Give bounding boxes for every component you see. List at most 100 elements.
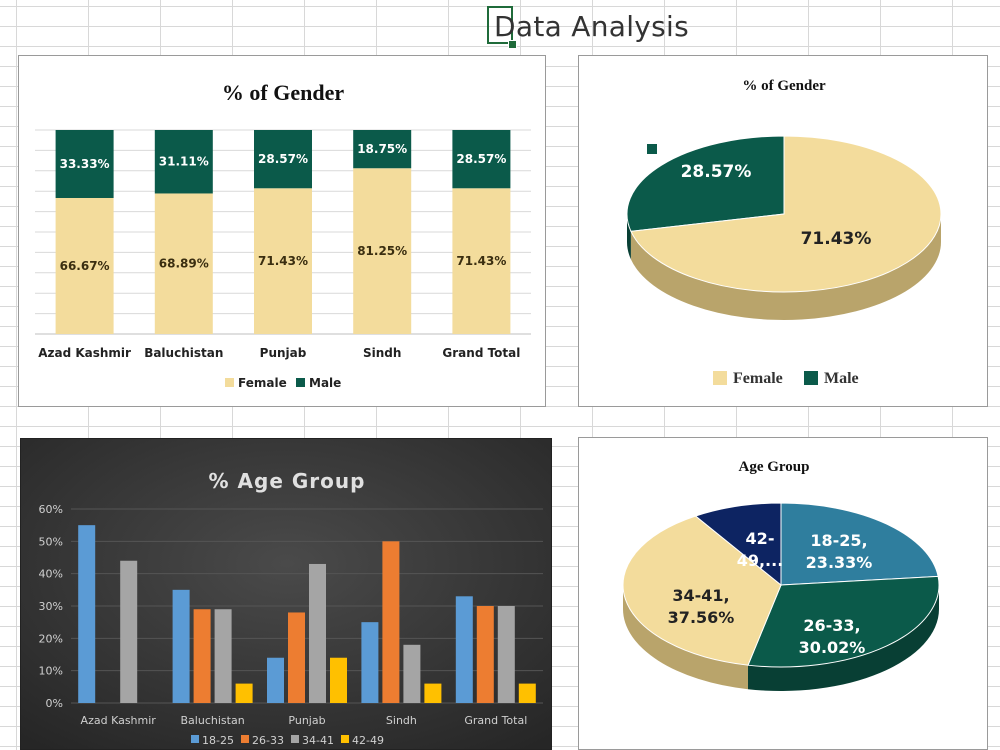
data-label: 28.57%: [258, 152, 308, 166]
legend-label: 18-25: [202, 734, 234, 747]
legend: Female Male: [225, 376, 341, 390]
chart-title: % of Gender: [742, 78, 826, 94]
chart-title: % of Gender: [222, 80, 344, 105]
bars: [78, 525, 536, 703]
x-tick-label: Punjab: [288, 714, 325, 727]
data-label: 34-41,: [672, 586, 729, 605]
bars: 66.67% 33.33% 68.89% 31.11% 71.43% 28.57% 81.2…: [55, 130, 511, 334]
y-tick-label: 50%: [39, 535, 63, 548]
bar-female: [55, 197, 114, 334]
bar-male: [254, 130, 312, 189]
data-label: 18.75%: [357, 142, 407, 156]
chart-title: Age Group: [739, 459, 810, 475]
y-tick-label: 60%: [39, 503, 63, 516]
bar-male: [452, 130, 511, 189]
legend-swatch-male: [296, 378, 305, 387]
age-group-pie-chart[interactable]: Age Group 18-25, 23.33% 26-33, 30.02% 34-41,…: [578, 437, 988, 750]
x-tick-label: Sindh: [386, 714, 417, 727]
x-tick-label: Grand Total: [464, 714, 527, 727]
x-tick-labels: Azad Kashmir Baluchistan Punjab Sindh Grand …: [81, 714, 528, 727]
data-label: 49,...: [737, 551, 784, 570]
pie-slice: [626, 135, 785, 232]
y-tick-label: 10%: [39, 665, 63, 678]
data-label: 68.89%: [159, 257, 209, 271]
legend-label: 42-49: [352, 734, 384, 747]
data-label: 18-25,: [810, 531, 867, 550]
bar-26-33: [288, 612, 305, 703]
y-tick-labels: 0% 10% 20% 30% 40% 50% 60%: [39, 503, 63, 710]
bar-26-33: [193, 609, 211, 703]
y-tick-label: 30%: [39, 600, 63, 613]
x-tick-label: Sindh: [363, 346, 401, 360]
data-label: 81.25%: [357, 244, 407, 258]
x-tick-label: Baluchistan: [181, 714, 245, 727]
data-label: 28.57%: [456, 152, 506, 166]
pie-slice-side: [747, 585, 939, 691]
x-tick-labels: Azad Kashmir Baluchistan Punjab Sindh Grand …: [38, 346, 520, 360]
legend-swatch-female: [225, 378, 234, 387]
legend: Female Male: [713, 370, 859, 387]
age-group-bar-chart[interactable]: % Age Group 0% 10% 20% 30% 40% 50% 60% Azad Ka…: [20, 438, 552, 750]
legend-swatch: [191, 735, 199, 743]
pie-slice-side: [623, 585, 748, 690]
data-label: 30.02%: [799, 638, 866, 657]
bar-42-49: [518, 683, 536, 703]
legend-label: 26-33: [252, 734, 284, 747]
legend-label-female: Female: [238, 376, 287, 390]
bar-18-25: [172, 589, 190, 703]
x-tick-label: Baluchistan: [144, 346, 223, 360]
data-label: 42-: [746, 529, 775, 548]
pie-slice: [694, 502, 782, 587]
age-pie-svg: Age Group 18-25, 23.33% 26-33, 30.02% 34-41,…: [622, 459, 940, 691]
data-label: 71.43%: [258, 254, 308, 268]
y-tick-label: 20%: [39, 632, 63, 645]
data-label: 71.43%: [456, 254, 506, 268]
fill-handle[interactable]: [508, 40, 517, 49]
bar-26-33: [382, 541, 400, 703]
bar-female: [154, 193, 213, 334]
data-label: 23.33%: [806, 553, 873, 572]
chart-title: % Age Group: [209, 469, 366, 493]
gender-stacked-bar-chart[interactable]: % of Gender 66.67% 33.33% 68.89% 31.11% 71.4…: [18, 55, 546, 407]
gender-bar-svg: % of Gender 66.67% 33.33% 68.89% 31.11% 71.4…: [35, 80, 531, 390]
legend-swatch: [291, 735, 299, 743]
pie-slice-side: [630, 214, 941, 320]
x-tick-label: Azad Kashmir: [38, 346, 131, 360]
data-label: 26-33,: [803, 616, 860, 635]
bar-18-25: [267, 657, 284, 703]
bar-18-25: [455, 596, 473, 703]
bar-42-49: [330, 657, 347, 703]
data-label: 37.56%: [668, 608, 735, 627]
legend: 18-25 26-33 34-41 42-49: [191, 734, 384, 747]
age-bar-svg: % Age Group 0% 10% 20% 30% 40% 50% 60% Azad Ka…: [21, 439, 551, 749]
legend-swatch: [241, 735, 249, 743]
legend-label-male: Male: [824, 370, 859, 387]
legend-label-female: Female: [733, 370, 783, 387]
bar-42-49: [235, 683, 253, 703]
bar-female: [452, 188, 511, 334]
bar-34-41: [120, 560, 138, 703]
x-tick-label: Azad Kashmir: [81, 714, 157, 727]
gender-pie-chart[interactable]: % of Gender 28.57% 71.43% Female Male: [578, 55, 988, 407]
x-tick-label: Punjab: [260, 346, 307, 360]
y-tick-label: 0%: [46, 697, 63, 710]
legend-swatch: [341, 735, 349, 743]
data-label: 31.11%: [159, 155, 209, 169]
active-cell-cursor[interactable]: [487, 6, 513, 44]
legend-swatch-female: [713, 371, 727, 385]
gender-pie-svg: % of Gender 28.57% 71.43% Female Male: [626, 78, 942, 387]
pie-slice: [747, 575, 940, 668]
data-label-male: 28.57%: [681, 162, 752, 182]
pie-slice: [630, 135, 942, 293]
bar-34-41: [497, 606, 515, 703]
bar-34-41: [403, 644, 421, 703]
pie: 28.57% 71.43%: [626, 135, 942, 320]
pie-slice: [780, 502, 939, 586]
pie: 18-25, 23.33% 26-33, 30.02% 34-41, 37.56% 42- 4…: [622, 502, 940, 691]
selection-marker: [647, 144, 657, 154]
bar-42-49: [424, 683, 442, 703]
bar-female: [254, 188, 312, 334]
bar-34-41: [309, 563, 326, 703]
x-tick-label: Grand Total: [442, 346, 520, 360]
bar-26-33: [476, 606, 494, 703]
